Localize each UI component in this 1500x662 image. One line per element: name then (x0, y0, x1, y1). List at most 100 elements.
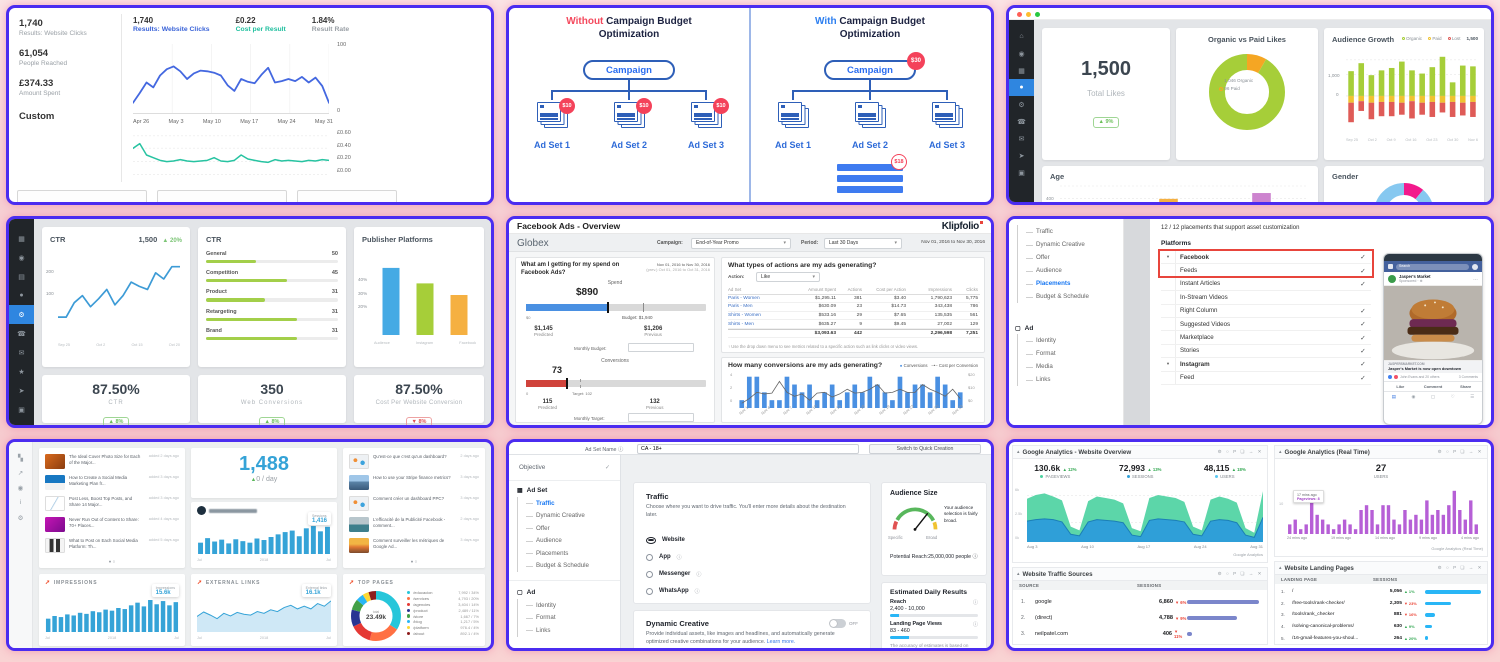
dynamic-creative-toggle[interactable] (829, 619, 846, 628)
nav-item[interactable]: Traffic (518, 497, 620, 510)
placement-row[interactable]: ▾ Instagram ✓ (1161, 358, 1371, 372)
sidebar-icon[interactable]: ◉ (18, 254, 25, 262)
monthly-budget-input[interactable] (628, 343, 694, 352)
rail-icon[interactable]: i (19, 499, 22, 506)
check-icon[interactable]: ✓ (1360, 334, 1366, 342)
nav-item[interactable]: Links (518, 624, 620, 637)
ad-set-link[interactable]: Shirts - Men (728, 321, 754, 327)
nav-item[interactable]: Audience (518, 535, 620, 548)
check-icon[interactable]: ✓ (1360, 280, 1366, 288)
sidebar-icon[interactable]: ▣ (1018, 169, 1025, 177)
post-item[interactable]: How to Create a Social Media Marketing P… (45, 475, 179, 490)
widget-toolbar-icons[interactable]: ⚙ ○ P ❏ → ✕ (1437, 565, 1483, 570)
nav-item[interactable]: Budget & Schedule (1018, 290, 1123, 303)
legend-item[interactable]: /services 4,793 / 20% (407, 596, 479, 602)
check-icon[interactable]: ✓ (1360, 374, 1366, 382)
landing-page-row[interactable]: 5. /16-gmail-features-you-shoul... 264 ▲… (1275, 632, 1487, 644)
article-item[interactable]: Comment surveiller les métriques de Goog… (349, 538, 479, 553)
bottom-widget-stub[interactable] (157, 190, 287, 202)
legend-item[interactable]: /agencies 3,404 / 14% (407, 602, 479, 608)
landing-page-row[interactable]: 4. /solving-canonical-problems/ 630 ▲ 9% (1275, 621, 1487, 633)
source-row[interactable]: 3. neilpatel.com 406 ▼ 11% (1013, 626, 1267, 642)
nav-item[interactable]: Placements (1018, 277, 1123, 290)
nav-item[interactable]: Placements (518, 547, 620, 560)
sidebar-icon[interactable]: ☎ (1017, 118, 1026, 126)
collapse-icon[interactable]: ▴ (1017, 571, 1020, 577)
legend-item[interactable]: /product 2,489 / 11% (407, 607, 479, 613)
period-select[interactable]: Last 30 Days ▾ (824, 237, 902, 249)
custom-label[interactable]: Custom (19, 111, 55, 122)
pagination-dot[interactable]: ○ (112, 559, 116, 564)
rail-icon[interactable]: ◉ (17, 484, 24, 492)
widget-toolbar-icons[interactable]: ⚙ ○ P ❏ → ✕ (1217, 449, 1263, 454)
metric[interactable]: 1,740 Results: Website Clicks (19, 18, 119, 37)
learn-more-link[interactable]: Learn more. (766, 638, 796, 645)
like-button[interactable]: Like (1396, 384, 1405, 389)
post-item[interactable]: What to Post on Each Social Media Platfo… (45, 538, 179, 553)
bar-row[interactable]: Retargeting 31 (206, 309, 338, 321)
article-item[interactable]: L'efficacité de la Publicité Facebook - … (349, 517, 479, 532)
nav-item[interactable]: Dynamic Creative (1018, 238, 1123, 251)
bar-row[interactable]: General 50 (206, 251, 338, 264)
legend-item[interactable]: /educacion 7,992 / 34% (407, 590, 479, 596)
widget-toolbar-icons[interactable]: ⚙ ○ P ❏ → ✕ (1437, 449, 1483, 454)
info-icon[interactable]: ⓘ (972, 622, 978, 628)
chevron-down-icon[interactable]: ▾ (1166, 254, 1170, 260)
article-item[interactable]: How to use your Stripe finance metrics? … (349, 475, 479, 490)
comment-button[interactable]: Comment (1423, 384, 1443, 389)
info-icon[interactable]: ⓘ (694, 588, 700, 595)
ad-set-link[interactable]: Paris - Men (728, 304, 753, 310)
nav-item[interactable]: Format (518, 612, 620, 625)
sidebar-icon[interactable]: ▦ (1018, 67, 1025, 75)
bar-row[interactable]: Product 31 (206, 289, 338, 302)
landing-page-row[interactable]: 1. / 5,056 ▲ 1% (1275, 586, 1487, 598)
check-icon[interactable]: ✓ (1360, 307, 1366, 315)
maximize-icon[interactable] (1035, 12, 1040, 17)
widget-toolbar-icons[interactable]: ⚙ ○ P ❏ → ✕ (1217, 571, 1263, 576)
rail-icon[interactable]: ⚙ (17, 514, 24, 522)
klipfolio-logo[interactable]: Klipfolio (942, 221, 983, 232)
sidebar-icon[interactable]: ☎ (17, 330, 26, 338)
info-icon[interactable]: ⓘ (696, 571, 702, 578)
placement-row[interactable]: Stories ✓ (1161, 344, 1371, 359)
placement-row[interactable]: Marketplace ✓ (1161, 331, 1371, 345)
attribution[interactable]: Google Analytics (1233, 552, 1263, 557)
camera-icon[interactable] (1388, 264, 1393, 269)
bar-row[interactable]: Competition 45 (206, 270, 338, 283)
campaign-select[interactable]: End-of-Year Promo ▾ (691, 237, 791, 249)
sidebar-icon[interactable]: ➤ (18, 387, 25, 395)
rail-icon[interactable]: ▚ (18, 454, 23, 462)
close-icon[interactable] (1017, 12, 1022, 17)
pagination-dot-active[interactable]: ● (108, 559, 112, 564)
landing-page-row[interactable]: 3. /tools/rank_checker 881 ▼ 16% (1275, 609, 1487, 621)
switch-quick-creation-button[interactable]: Switch to Quick Creation (869, 443, 981, 454)
destination-option[interactable]: App ⓘ (646, 549, 858, 566)
radio-icon[interactable] (646, 536, 656, 544)
sidebar-icon[interactable]: ◉ (1018, 50, 1025, 58)
messenger-icon[interactable] (1472, 263, 1478, 270)
bar-row[interactable]: Brand 31 (206, 328, 338, 340)
radio-icon[interactable] (646, 570, 653, 578)
placement-row[interactable]: Right Column ✓ (1161, 304, 1371, 318)
notifications-tab-icon[interactable]: ♡ (1450, 393, 1455, 399)
friends-tab-icon[interactable]: ◉ (1411, 393, 1416, 399)
placement-row[interactable]: Suggested Videos ✓ (1161, 317, 1371, 332)
sidebar-icon[interactable]: ▤ (18, 273, 25, 281)
share-button[interactable]: Share (1460, 384, 1472, 389)
nav-item[interactable]: Dynamic Creative (518, 510, 620, 523)
check-icon[interactable]: ✓ (1360, 254, 1366, 262)
monthly-target-input[interactable] (628, 413, 694, 422)
placement-row[interactable]: Feeds ✓ (1161, 264, 1371, 278)
search-input[interactable]: Search (1396, 263, 1469, 270)
collapse-icon[interactable]: ▴ (1017, 449, 1020, 455)
check-icon[interactable]: ✓ (1360, 347, 1366, 355)
placement-row[interactable]: Feed ✓ (1161, 371, 1371, 385)
sidebar-icon[interactable]: ▦ (18, 235, 25, 243)
collapse-icon[interactable]: ▴ (1279, 449, 1282, 455)
sidebar-icon[interactable]: ✉ (1018, 135, 1025, 143)
sidebar-icon[interactable]: ● (19, 292, 24, 299)
adset-name-input[interactable] (637, 443, 859, 454)
source-row[interactable]: 2. (direct) 4,788 ▼ 9% (1013, 610, 1267, 626)
radio-icon[interactable] (646, 553, 653, 561)
menu-tab-icon[interactable]: ☰ (1470, 393, 1475, 399)
